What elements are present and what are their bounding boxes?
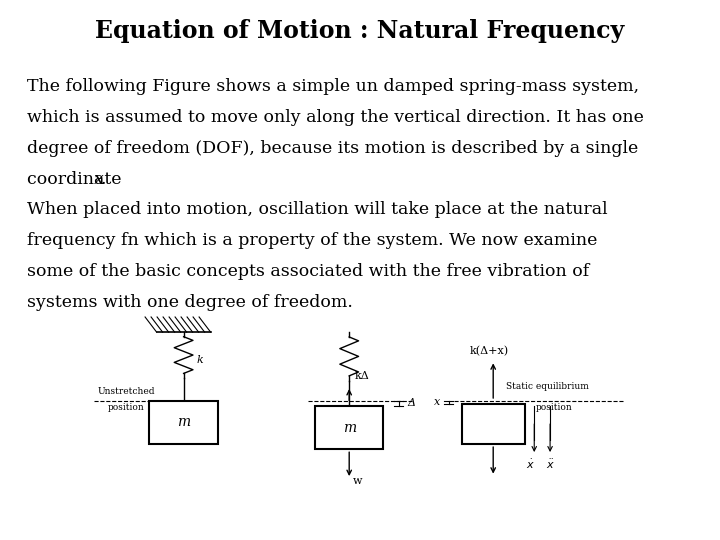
Text: k: k [197,355,203,366]
Bar [150,401,217,444]
Text: Unstretched: Unstretched [97,387,155,396]
Text: position: position [536,403,573,412]
Text: which is assumed to move only along the vertical direction. It has one: which is assumed to move only along the … [27,109,644,126]
Text: w: w [353,476,362,487]
Text: $\ddot{x}$: $\ddot{x}$ [546,458,554,471]
Bar [462,404,525,444]
Text: $\dot{x}$: $\dot{x}$ [526,458,535,471]
Text: kΔ: kΔ [355,370,369,381]
Text: The following Figure shows a simple un damped spring-mass system,: The following Figure shows a simple un d… [27,78,639,95]
Text: x: x [94,171,104,187]
Text: position: position [107,403,145,413]
Text: Δ: Δ [408,399,415,408]
Text: degree of freedom (DOF), because its motion is described by a single: degree of freedom (DOF), because its mot… [27,140,639,157]
Text: frequency fn which is a property of the system. We now examine: frequency fn which is a property of the … [27,232,598,249]
Text: m: m [177,415,190,429]
Text: When placed into motion, oscillation will take place at the natural: When placed into motion, oscillation wil… [27,201,608,218]
Text: .: . [100,171,106,187]
Text: x: x [433,397,440,407]
Text: Static equilibrium: Static equilibrium [505,382,589,391]
Text: systems with one degree of freedom.: systems with one degree of freedom. [27,294,354,310]
Text: coordinate: coordinate [27,171,127,187]
Text: Equation of Motion : Natural Frequency: Equation of Motion : Natural Frequency [95,19,625,43]
Text: some of the basic concepts associated with the free vibration of: some of the basic concepts associated wi… [27,263,590,280]
Text: m: m [343,421,356,435]
Bar [315,406,383,449]
Text: k(Δ+x): k(Δ+x) [470,346,509,356]
